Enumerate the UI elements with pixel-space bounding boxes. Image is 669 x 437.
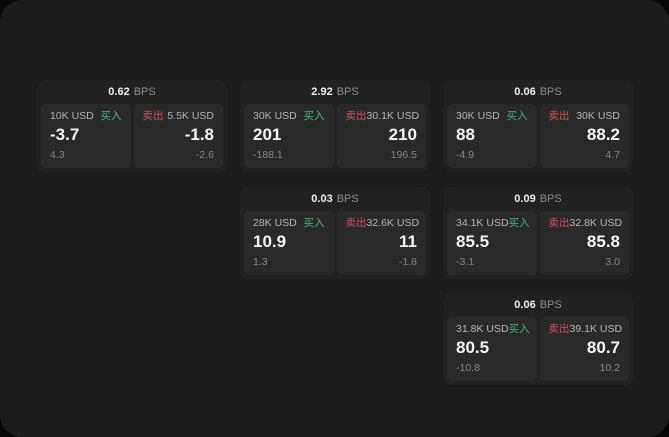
sell-price: 88.2 [586, 124, 620, 144]
bps-header: 0.06 BPS [443, 293, 633, 317]
bps-unit-label: BPS [539, 192, 562, 205]
bps-value: 0.09 [514, 192, 536, 205]
buy-amount: 30K USD [253, 110, 297, 122]
sell-side-label: 卖出 [548, 217, 570, 229]
sell-quote-tile[interactable]: 卖出 39.1K USD 80.7 10.2 [539, 317, 629, 381]
sell-side-label: 卖出 [548, 110, 570, 122]
buy-price: 201 [253, 124, 282, 144]
buy-side-label: 买入 [303, 110, 325, 122]
buy-delta: -10.8 [456, 362, 480, 375]
buy-amount: 34.1K USD [456, 217, 509, 229]
buy-quote-tile[interactable]: 28K USD 买入 10.9 1.3 [244, 211, 334, 275]
buy-quote-tile[interactable]: 30K USD 买入 88 -4.9 [447, 104, 537, 168]
buy-quote-tile[interactable]: 30K USD 买入 201 -188.1 [244, 104, 334, 168]
buy-side-label: 买入 [100, 110, 122, 122]
bps-value: 0.06 [514, 85, 536, 98]
buy-quote-tile[interactable]: 31.8K USD 买入 80.5 -10.8 [447, 317, 537, 381]
sell-side-label: 卖出 [548, 323, 570, 335]
bps-unit-label: BPS [336, 192, 359, 205]
buy-side-label: 买入 [303, 217, 325, 229]
buy-amount: 28K USD [253, 217, 297, 229]
quote-card: 0.06 BPS 31.8K USD 买入 80.5 -10.8 卖出 39.1… [443, 293, 633, 385]
bps-header: 2.92 BPS [240, 80, 430, 104]
quote-card: 0.03 BPS 28K USD 买入 10.9 1.3 卖出 32.6K US… [240, 187, 430, 279]
bps-header: 0.06 BPS [443, 80, 633, 104]
buy-price: 10.9 [253, 231, 287, 251]
buy-delta: 1.3 [253, 256, 268, 269]
buy-price: 80.5 [456, 337, 490, 357]
sell-side-label: 卖出 [142, 110, 164, 122]
sell-price: 11 [399, 231, 417, 251]
buy-delta: -4.9 [456, 149, 475, 162]
bps-unit-label: BPS [133, 85, 156, 98]
sell-delta: 10.2 [599, 362, 620, 375]
bps-header: 0.09 BPS [443, 187, 633, 211]
bps-header: 0.62 BPS [37, 80, 227, 104]
sell-amount: 5.5K USD [167, 110, 214, 122]
sell-quote-tile[interactable]: 卖出 5.5K USD -1.8 -2.6 [133, 104, 223, 168]
quote-card: 0.06 BPS 30K USD 买入 88 -4.9 卖出 30K USD 8… [443, 80, 633, 172]
buy-price: 88 [456, 124, 475, 144]
buy-side-label: 买入 [506, 110, 528, 122]
sell-amount: 32.6K USD [366, 217, 420, 229]
sell-amount: 30.1K USD [366, 110, 420, 122]
sell-delta: -2.6 [195, 149, 214, 162]
bps-value: 0.06 [514, 298, 536, 311]
sell-quote-tile[interactable]: 卖出 32.8K USD 85.8 3.0 [539, 211, 629, 275]
sell-amount: 32.8K USD [569, 217, 623, 229]
buy-price: -3.7 [50, 124, 80, 144]
bps-unit-label: BPS [336, 85, 359, 98]
sell-amount: 39.1K USD [569, 323, 623, 335]
bps-header: 0.03 BPS [240, 187, 430, 211]
buy-amount: 30K USD [456, 110, 500, 122]
buy-quote-tile[interactable]: 10K USD 买入 -3.7 4.3 [41, 104, 131, 168]
sell-price: 80.7 [586, 337, 620, 357]
sell-quote-tile[interactable]: 卖出 30K USD 88.2 4.7 [539, 104, 629, 168]
sell-amount: 30K USD [576, 110, 620, 122]
sell-price: 85.8 [586, 231, 620, 251]
sell-side-label: 卖出 [345, 110, 367, 122]
buy-delta: -188.1 [253, 149, 283, 162]
buy-amount: 31.8K USD [456, 323, 509, 335]
bps-value: 0.03 [311, 192, 333, 205]
buy-side-label: 买入 [508, 217, 530, 229]
sell-delta: 3.0 [605, 256, 620, 269]
sell-quote-tile[interactable]: 卖出 30.1K USD 210 196.5 [336, 104, 426, 168]
quote-card: 0.62 BPS 10K USD 买入 -3.7 4.3 卖出 5.5K USD… [37, 80, 227, 172]
buy-price: 85.5 [456, 231, 490, 251]
buy-quote-tile[interactable]: 34.1K USD 买入 85.5 -3.1 [447, 211, 537, 275]
sell-delta: 4.7 [605, 149, 620, 162]
sell-delta: -1.8 [398, 256, 417, 269]
sell-quote-tile[interactable]: 卖出 32.6K USD 11 -1.8 [336, 211, 426, 275]
buy-delta: 4.3 [50, 149, 65, 162]
sell-delta: 196.5 [390, 149, 417, 162]
bps-unit-label: BPS [539, 298, 562, 311]
sell-side-label: 卖出 [345, 217, 367, 229]
quote-card: 0.09 BPS 34.1K USD 买入 85.5 -3.1 卖出 32.8K… [443, 187, 633, 279]
bps-value: 0.62 [108, 85, 130, 98]
buy-side-label: 买入 [508, 323, 530, 335]
sell-price: -1.8 [184, 124, 214, 144]
buy-delta: -3.1 [456, 256, 475, 269]
bps-unit-label: BPS [539, 85, 562, 98]
sell-price: 210 [388, 124, 417, 144]
buy-amount: 10K USD [50, 110, 94, 122]
quote-card: 2.92 BPS 30K USD 买入 201 -188.1 卖出 30.1K … [240, 80, 430, 172]
bps-value: 2.92 [311, 85, 333, 98]
